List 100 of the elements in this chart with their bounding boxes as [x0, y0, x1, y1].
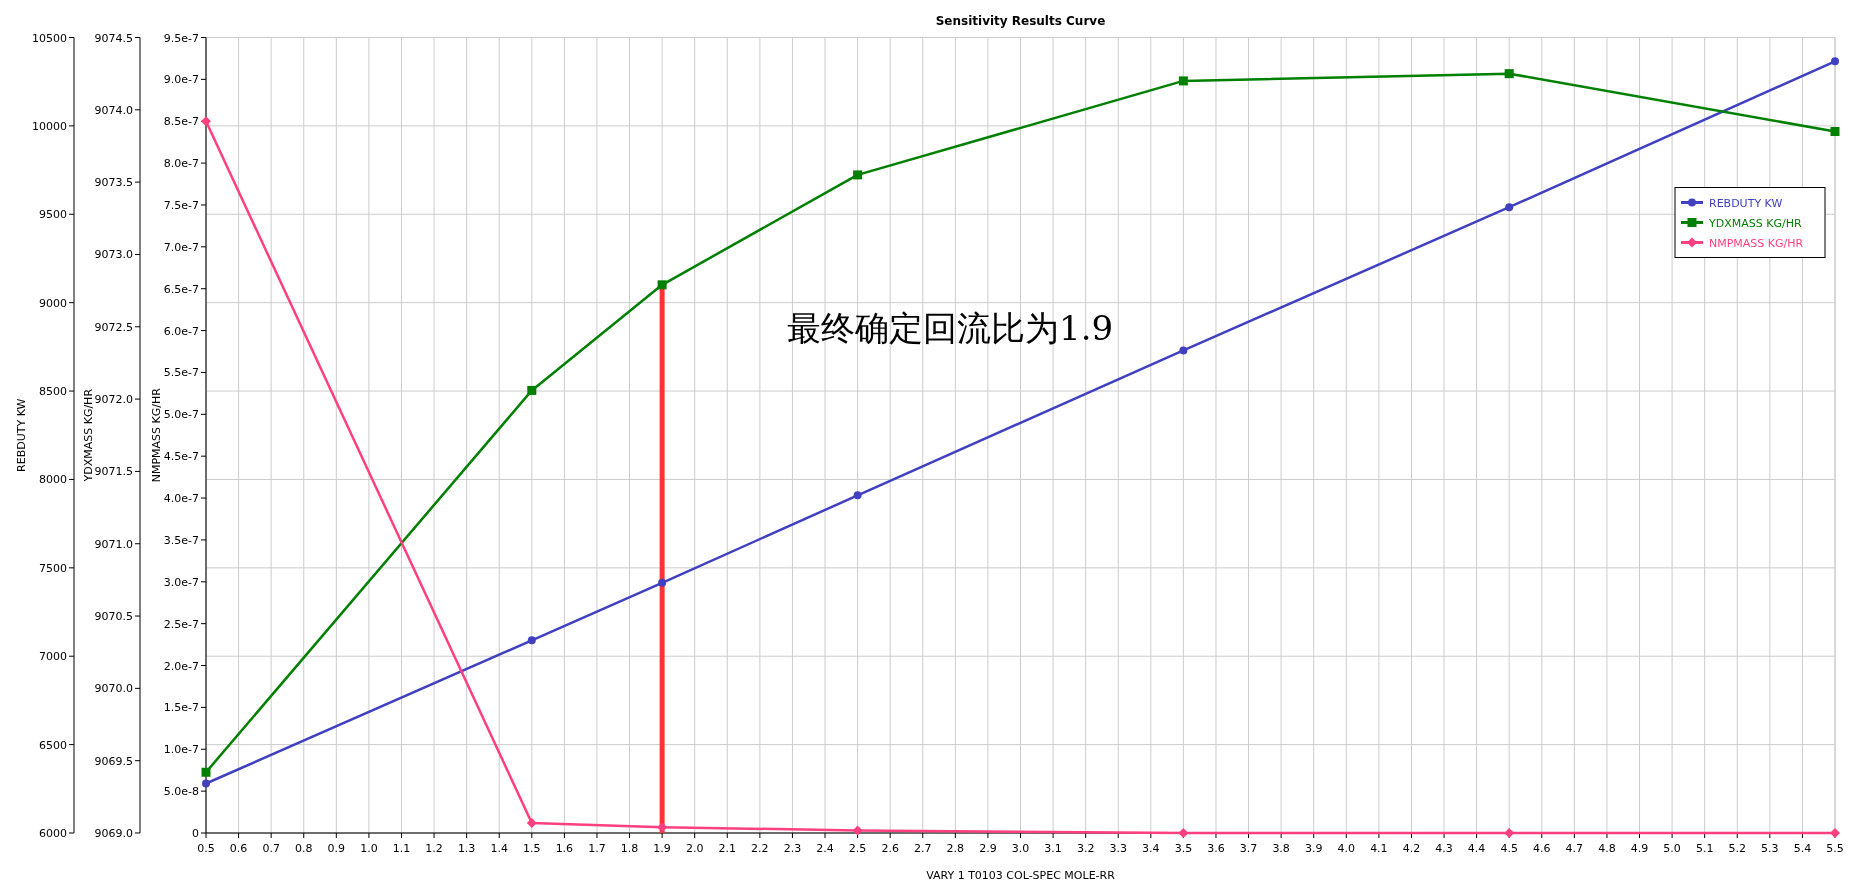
- x-tick-label: 2.2: [751, 842, 769, 855]
- y3-tick-label: 4.0e-7: [163, 492, 199, 506]
- x-tick-label: 2.8: [946, 842, 965, 855]
- y3-tick-label: 3.0e-7: [163, 575, 199, 589]
- point: [527, 385, 537, 395]
- point: [853, 170, 863, 180]
- point: [1178, 76, 1188, 86]
- point: [527, 636, 536, 645]
- y3-tick-label: 0: [192, 827, 199, 840]
- y3-tick-label: 1.5e-7: [163, 701, 199, 715]
- y2-tick-label: 9074.5: [94, 31, 133, 45]
- y3-tick-label: 8.5e-7: [163, 115, 199, 129]
- x-tick-label: 2.0: [685, 842, 704, 855]
- y-tick-label: 9500: [39, 208, 67, 222]
- y3-tick-label: 2.0e-7: [163, 659, 199, 673]
- y-tick-label: 8500: [39, 385, 67, 399]
- chart-title: Sensitivity Results Curve: [935, 14, 1106, 28]
- legend-label: YDXMASS KG/HR: [1708, 216, 1802, 230]
- x-tick-label: 1.7: [588, 842, 606, 855]
- x-tick-label: 5.4: [1793, 842, 1812, 855]
- y2-axis-title: YDXMASS KG/HR: [82, 388, 95, 483]
- x-tick-label: 3.5: [1174, 842, 1193, 855]
- point: [526, 817, 537, 828]
- x-tick-label: 1.6: [555, 842, 574, 855]
- y3-tick-label: 2.5e-7: [163, 617, 199, 631]
- x-tick-label: 3.3: [1109, 842, 1127, 855]
- x-tick-label: 3.8: [1272, 842, 1290, 855]
- x-tick-label: 1.9: [653, 842, 671, 855]
- x-tick-label: 1.3: [457, 842, 476, 855]
- point: [1505, 203, 1514, 212]
- y-tick-label: 6500: [39, 738, 67, 752]
- y-axis-title: REBDUTY KW: [15, 398, 28, 472]
- point: [201, 116, 211, 127]
- x-tick-label: 3.2: [1076, 842, 1095, 855]
- y3-tick-label: 5.0e-8: [163, 785, 199, 799]
- x-tick-label: 2.6: [881, 842, 899, 855]
- y2-tick-label: 9072.0: [94, 393, 133, 407]
- point: [1831, 57, 1839, 66]
- x-tick-label: 2.5: [848, 842, 867, 855]
- y3-tick-label: 7.0e-7: [163, 240, 199, 254]
- x-tick-label: 5.0: [1663, 842, 1681, 855]
- annotation: 最终确定回流比为1.9: [787, 308, 1114, 348]
- x-tick-label: 4.1: [1370, 842, 1388, 855]
- y2-tick-label: 9073.0: [94, 248, 133, 262]
- legend-label: REBDUTY KW: [1709, 196, 1783, 210]
- x-tick-label: 0.8: [294, 842, 313, 855]
- y3-tick-label: 3.5e-7: [163, 533, 199, 547]
- point: [201, 767, 211, 777]
- x-tick-label: 4.3: [1435, 842, 1453, 855]
- x-tick-label: 3.6: [1207, 842, 1225, 855]
- point: [657, 822, 668, 833]
- y-tick-label: 10000: [32, 119, 67, 133]
- x-tick-label: 0.7: [262, 842, 280, 855]
- y2-tick-label: 9074.0: [94, 103, 133, 117]
- x-tick-label: 0.5: [197, 842, 215, 855]
- x-tick-label: 4.0: [1337, 842, 1356, 855]
- x-tick-label: 1.0: [360, 842, 378, 855]
- legend-label: NMPMASS KG/HR: [1709, 236, 1804, 250]
- y2-tick-label: 9072.5: [94, 320, 133, 334]
- x-tick-label: 2.4: [816, 842, 834, 855]
- y-tick-label: 8000: [39, 473, 67, 487]
- y3-tick-label: 9.5e-7: [163, 31, 199, 45]
- x-tick-label: 4.8: [1598, 842, 1616, 855]
- x-tick-label: 3.7: [1239, 842, 1258, 855]
- y2-tick-label: 9069.0: [94, 827, 133, 840]
- y2-tick-label: 9071.5: [94, 465, 133, 479]
- y2-tick-label: 9070.5: [94, 610, 133, 624]
- x-tick-label: 0.9: [327, 842, 346, 855]
- x-tick-label: 2.9: [979, 842, 997, 855]
- y3-tick-label: 7.5e-7: [163, 198, 199, 212]
- y3-tick-label: 1.0e-7: [163, 743, 199, 757]
- y2-tick-label: 9069.5: [94, 754, 133, 768]
- y-tick-label: 9000: [39, 296, 67, 310]
- x-tick-label: 4.7: [1565, 842, 1584, 855]
- x-tick-label: 1.2: [425, 842, 443, 855]
- x-tick-label: 5.2: [1728, 842, 1747, 855]
- x-tick-label: 3.4: [1142, 842, 1160, 855]
- x-tick-label: 2.7: [914, 842, 932, 855]
- y-tick-label: 6000: [39, 827, 67, 840]
- point: [1504, 69, 1514, 79]
- x-tick-label: 1.5: [523, 842, 541, 855]
- x-tick-label: 4.9: [1630, 842, 1649, 855]
- point: [658, 578, 667, 587]
- x-tick-label: 5.3: [1761, 842, 1779, 855]
- point: [1178, 828, 1189, 838]
- point: [1179, 346, 1188, 355]
- y3-axis-title: NMPMASS KG/HR: [150, 387, 163, 483]
- point: [1830, 127, 1840, 137]
- x-axis-title: VARY 1 T0103 COL-SPEC MOLE-RR: [926, 869, 1116, 882]
- x-tick-label: 2.1: [718, 842, 737, 855]
- point: [202, 779, 210, 788]
- x-tick-label: 1.8: [620, 842, 639, 855]
- y-tick-label: 7000: [39, 650, 67, 664]
- y2-tick-label: 9071.0: [94, 537, 133, 551]
- point: [852, 825, 863, 836]
- x-tick-label: 1.1: [392, 842, 411, 855]
- x-tick-label: 0.6: [229, 842, 248, 855]
- x-tick-label: 3.0: [1011, 842, 1030, 855]
- x-tick-label: 4.2: [1402, 842, 1421, 855]
- point: [657, 280, 667, 290]
